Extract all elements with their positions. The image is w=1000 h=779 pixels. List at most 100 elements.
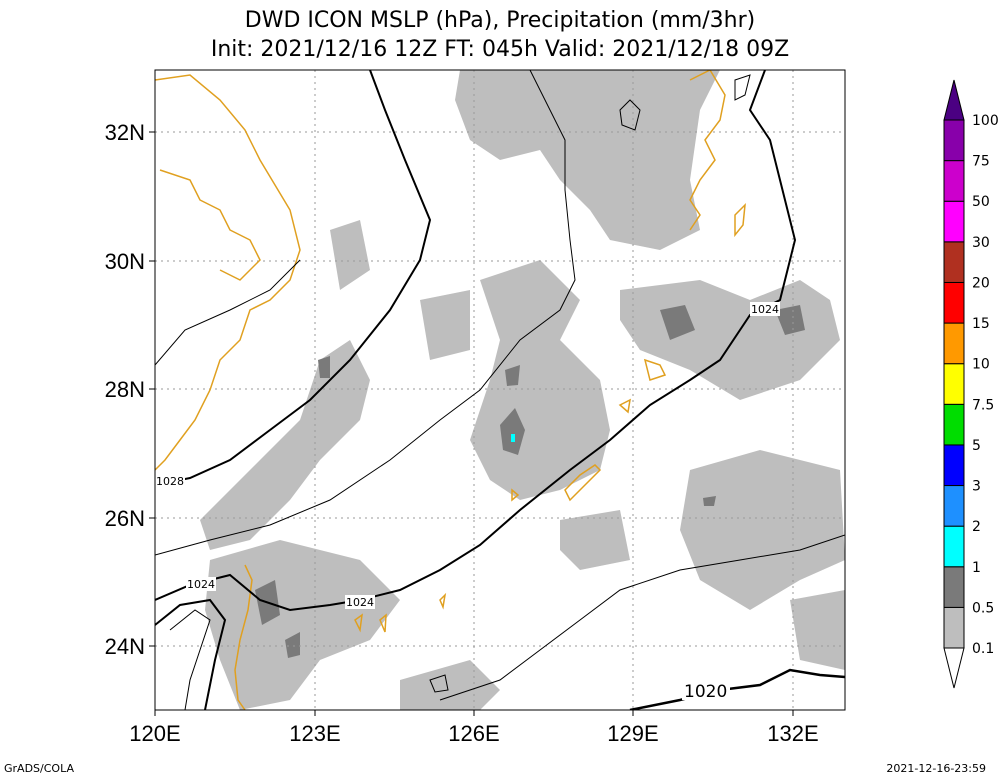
coastline-islet-3 [354, 613, 363, 633]
precip-area-west-band [200, 340, 370, 550]
isobar-label-1020: 1020 [684, 682, 727, 702]
isobar-closed-low [619, 99, 641, 131]
coastline-china [155, 74, 301, 471]
colorbar-label: 0.1 [972, 641, 994, 657]
colorbar-bin [943, 566, 965, 608]
colorbar-label: 3 [972, 479, 981, 495]
precipitation-layer [200, 70, 845, 710]
lat-labels: 32N 30N 28N 26N 24N [105, 120, 145, 659]
isobar-thin-3 [439, 534, 845, 701]
colorbar-label: 100 [972, 113, 999, 129]
isobar-thin-2 [155, 70, 576, 556]
colorbar-label: 7.5 [972, 397, 994, 413]
colorbar-label: 0.5 [972, 600, 994, 616]
precip-cell-8 [318, 356, 330, 378]
lon-labels: 120E 123E 126E 129E 132E [129, 721, 818, 746]
colorbar-label: 1 [972, 560, 981, 576]
colorbar-bin [943, 403, 965, 446]
lat-label: 26N [105, 506, 145, 531]
colorbar: 0.1 0.5 1 2 3 5 7.5 10 15 20 30 50 75 100 [943, 79, 999, 689]
map-subtitle: Init: 2021/12/16 12Z FT: 045h Valid: 202… [210, 37, 790, 62]
precip-area-mid [420, 290, 470, 360]
lon-label: 132E [767, 721, 818, 746]
coastline-tanegashima [734, 202, 746, 238]
isobar-1028 [155, 70, 432, 486]
colorbar-label: 20 [972, 275, 990, 291]
colorbar-label: 75 [972, 154, 990, 170]
lon-label: 129E [607, 721, 658, 746]
isobar-1020 [629, 668, 845, 710]
precip-cell-3 [775, 305, 805, 335]
isobar-label-1028: 1028 [156, 475, 184, 488]
colorbar-label: 50 [972, 194, 990, 210]
footer-credit: GrADS/COLA [4, 762, 74, 775]
colorbar-label: 5 [972, 438, 981, 454]
precip-cell-6 [505, 365, 520, 386]
coastline-islet-2 [439, 592, 447, 610]
colorbar-bin [943, 322, 965, 365]
tick-marks [149, 131, 794, 716]
lon-label: 126E [448, 721, 499, 746]
precip-area-east [620, 280, 840, 400]
lat-label: 32N [105, 120, 145, 145]
precip-cell-1 [500, 408, 525, 455]
precip-area-bottom [400, 660, 500, 710]
colorbar-label: 15 [972, 316, 990, 332]
coastline-islet-5 [511, 488, 520, 502]
colorbar-label: 2 [972, 519, 981, 535]
colorbar-label: 30 [972, 235, 990, 251]
precip-area-southeast [680, 450, 845, 610]
colorbar-bin [943, 200, 965, 243]
lat-label: 24N [105, 634, 145, 659]
precip-area-far-southeast [790, 590, 845, 670]
colorbar-bin [943, 281, 965, 324]
graticule [155, 70, 845, 710]
precip-cell-2 [660, 305, 695, 340]
isobar-closed-small [429, 674, 449, 693]
colorbar-bin [943, 647, 965, 689]
precip-cell-5 [285, 632, 300, 658]
coastline-layer [155, 70, 746, 710]
colorbar-label: 10 [972, 357, 990, 373]
footer-timestamp: 2021-12-16-23:59 [886, 762, 986, 775]
isobar-1024-main [155, 70, 797, 612]
isobar-label-1024-center: 1024 [346, 596, 374, 609]
precip-area-south [560, 510, 630, 570]
map-frame [154, 69, 846, 711]
map-title: DWD ICON MSLP (hPa), Precipitation (mm/3… [244, 8, 756, 33]
coastline-okinawa [564, 464, 602, 502]
isobar-labels: 1028 1024 1024 1024 1020 [155, 302, 780, 702]
precip-cell-7 [703, 496, 716, 506]
isobar-layer [155, 70, 845, 710]
lon-label: 120E [129, 721, 180, 746]
colorbar-bin [943, 525, 965, 568]
coastline-islet-1 [618, 398, 631, 414]
colorbar-bin [943, 160, 965, 202]
isobar-label-1024-west: 1024 [187, 578, 215, 591]
isobar-label-1024-east: 1024 [751, 303, 779, 316]
precip-area-north [455, 70, 720, 250]
isobar-1024-inner [169, 609, 211, 710]
lat-label: 30N [105, 249, 145, 274]
lat-label: 28N [105, 377, 145, 402]
precip-cell-cyan [511, 434, 515, 442]
colorbar-bin [943, 444, 965, 487]
colorbar-bin [943, 485, 965, 527]
colorbar-bin [943, 119, 965, 162]
colorbar-bin [943, 79, 965, 121]
precip-area-taiwan [205, 540, 400, 710]
precip-area-central [470, 260, 610, 500]
isobar-kyushu [734, 74, 751, 101]
lon-label: 123E [289, 721, 340, 746]
coastline-kyushu [689, 70, 726, 231]
coastline-taiwan [234, 564, 253, 710]
coastline-china-inner [159, 169, 261, 281]
colorbar-bin [943, 606, 965, 649]
coastline-islet-4 [379, 613, 387, 633]
isobar-1024-west [155, 598, 227, 710]
colorbar-bin [943, 241, 965, 283]
colorbar-bin [943, 363, 965, 405]
precip-area-mid-north [330, 220, 370, 290]
isobar-thin-1 [155, 259, 301, 366]
